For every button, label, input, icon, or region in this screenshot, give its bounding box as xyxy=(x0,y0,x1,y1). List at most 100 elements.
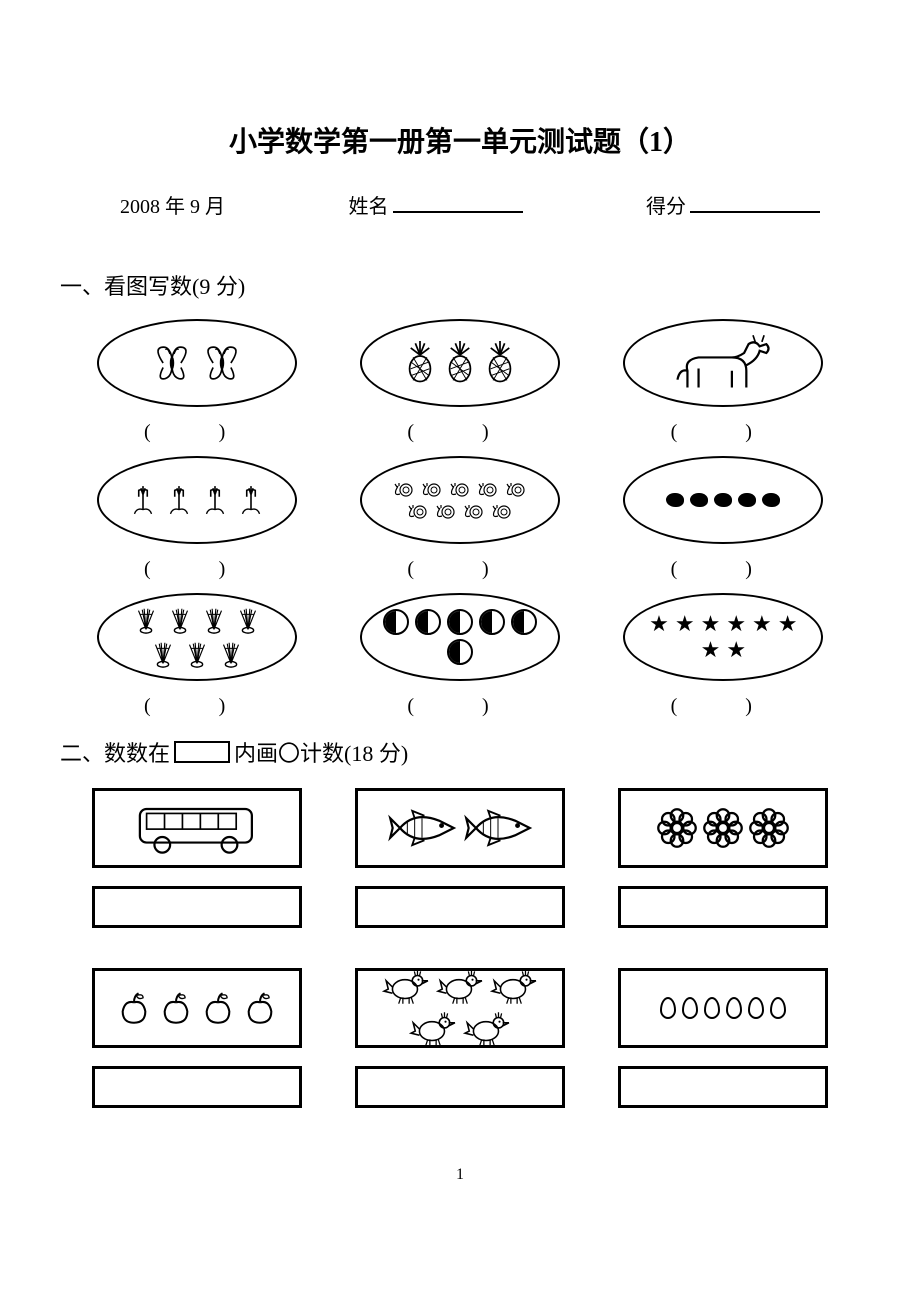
answer-box[interactable] xyxy=(618,1066,828,1108)
answer-blank[interactable]: ( ) xyxy=(407,415,512,444)
shuttlecock-icon xyxy=(166,605,194,635)
answer-box[interactable] xyxy=(355,1066,565,1108)
chicken-icon xyxy=(409,1010,457,1048)
answer-blank[interactable]: ( ) xyxy=(144,552,249,581)
apple-icon xyxy=(200,991,236,1025)
star-icon: ★ xyxy=(675,613,695,635)
chicken-icon xyxy=(436,968,484,1006)
inline-box-icon xyxy=(174,741,230,763)
chicken-icon xyxy=(463,1010,511,1048)
star-icon: ★ xyxy=(701,639,721,661)
fish-icon xyxy=(387,806,457,850)
tulip-icon xyxy=(236,484,266,516)
snail-icon xyxy=(477,480,499,498)
name-label: 姓名 xyxy=(349,190,389,219)
bus-icon xyxy=(127,800,267,856)
donkey-icon xyxy=(668,333,778,393)
picture-box xyxy=(355,968,565,1048)
bean-icon xyxy=(690,493,708,507)
bean-icon xyxy=(666,493,684,507)
answer-blank[interactable]: ( ) xyxy=(407,552,512,581)
ball-icon xyxy=(447,609,473,635)
shuttlecock-icon xyxy=(132,605,160,635)
draw-circle-item xyxy=(618,788,828,928)
header-info: 2008 年 9 月 姓名 得分 xyxy=(60,190,860,219)
tulip-icon xyxy=(200,484,230,516)
section2-grid xyxy=(60,788,860,1136)
score-label: 得分 xyxy=(646,190,686,219)
bean-icon xyxy=(762,493,780,507)
counting-item: ( ) xyxy=(623,456,823,581)
answer-blank[interactable]: ( ) xyxy=(144,689,249,718)
bean-icon xyxy=(738,493,756,507)
name-blank[interactable] xyxy=(393,193,523,213)
counting-oval xyxy=(360,319,560,407)
counting-item: ( ) xyxy=(360,593,560,718)
picture-box xyxy=(355,788,565,868)
counting-item: ★★★★★★★★ ( ) xyxy=(623,593,823,718)
picture-box xyxy=(618,788,828,868)
counting-oval xyxy=(97,593,297,681)
pineapple-icon xyxy=(403,341,437,385)
counting-oval xyxy=(360,593,560,681)
snail-icon xyxy=(421,480,443,498)
counting-oval xyxy=(623,319,823,407)
snail-icon xyxy=(393,480,415,498)
section2-heading-pre: 二、数数在 xyxy=(60,736,170,768)
tulip-icon xyxy=(164,484,194,516)
draw-circle-item xyxy=(92,788,302,928)
snail-icon xyxy=(505,480,527,498)
bean-icon xyxy=(714,493,732,507)
counting-item: ( ) xyxy=(360,319,560,444)
snail-icon xyxy=(463,502,485,520)
draw-circle-item xyxy=(618,968,828,1108)
ball-icon xyxy=(383,609,409,635)
star-icon: ★ xyxy=(726,613,746,635)
shuttlecock-icon xyxy=(217,639,245,669)
counting-oval xyxy=(97,456,297,544)
snail-icon xyxy=(435,502,457,520)
shuttlecock-icon xyxy=(183,639,211,669)
star-icon: ★ xyxy=(726,639,746,661)
answer-blank[interactable]: ( ) xyxy=(671,552,776,581)
counting-oval xyxy=(360,456,560,544)
egg-icon xyxy=(726,997,742,1019)
draw-circle-item xyxy=(355,968,565,1108)
star-icon: ★ xyxy=(752,613,772,635)
answer-blank[interactable]: ( ) xyxy=(671,689,776,718)
section2-heading: 二、数数在 内画〇计数(18 分) xyxy=(60,736,860,768)
counting-oval: ★★★★★★★★ xyxy=(623,593,823,681)
star-icon: ★ xyxy=(778,613,798,635)
egg-icon xyxy=(770,997,786,1019)
counting-item: ( ) xyxy=(97,456,297,581)
score-blank[interactable] xyxy=(690,193,820,213)
draw-circle-item xyxy=(355,788,565,928)
ball-icon xyxy=(511,609,537,635)
chicken-icon xyxy=(382,968,430,1006)
answer-box[interactable] xyxy=(92,886,302,928)
flower-icon xyxy=(703,808,743,848)
picture-box xyxy=(92,968,302,1048)
tulip-icon xyxy=(128,484,158,516)
pineapple-icon xyxy=(483,341,517,385)
ball-icon xyxy=(479,609,505,635)
answer-box[interactable] xyxy=(92,1066,302,1108)
page-title: 小学数学第一册第一单元测试题（1） xyxy=(60,120,860,160)
answer-blank[interactable]: ( ) xyxy=(144,415,249,444)
star-icon: ★ xyxy=(701,613,721,635)
flower-icon xyxy=(749,808,789,848)
counting-item: ( ) xyxy=(97,593,297,718)
shuttlecock-icon xyxy=(149,639,177,669)
answer-box[interactable] xyxy=(618,886,828,928)
pineapple-icon xyxy=(443,341,477,385)
answer-box[interactable] xyxy=(355,886,565,928)
section2-heading-post: 内画〇计数(18 分) xyxy=(234,736,408,768)
shuttlecock-icon xyxy=(234,605,262,635)
answer-blank[interactable]: ( ) xyxy=(407,689,512,718)
ball-icon xyxy=(447,639,473,665)
butterfly-icon xyxy=(200,343,244,383)
answer-blank[interactable]: ( ) xyxy=(671,415,776,444)
fish-icon xyxy=(463,806,533,850)
snail-icon xyxy=(491,502,513,520)
egg-icon xyxy=(660,997,676,1019)
